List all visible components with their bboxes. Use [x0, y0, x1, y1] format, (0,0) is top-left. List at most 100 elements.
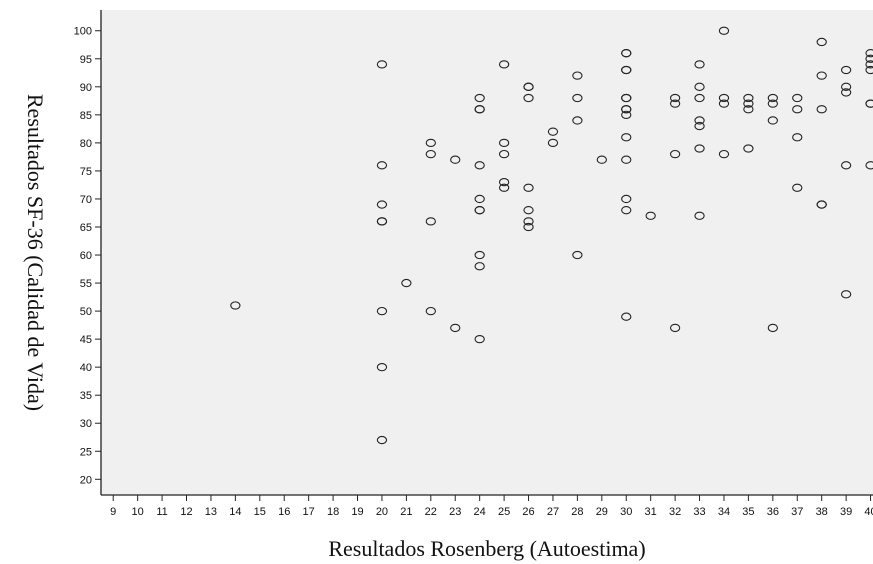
data-point: [621, 155, 632, 164]
data-point: [474, 334, 485, 344]
data-point: [572, 71, 583, 80]
data-point: [767, 323, 778, 333]
data-point: [718, 26, 730, 35]
data-point: [621, 105, 632, 114]
data-point: [694, 121, 705, 131]
data-point: [596, 155, 607, 164]
y-tick-label: 30: [80, 418, 92, 430]
data-point: [816, 200, 827, 209]
y-tick-label: 40: [80, 362, 92, 374]
data-point: [767, 116, 778, 125]
data-point: [840, 290, 852, 299]
data-point: [718, 99, 730, 108]
data-point: [547, 138, 559, 148]
data-point: [474, 93, 485, 103]
data-point: [425, 217, 436, 226]
data-point: [694, 211, 705, 220]
data-point: [572, 250, 583, 260]
data-point: [621, 93, 632, 103]
data-point: [230, 301, 241, 310]
plot-area: [101, 10, 873, 495]
data-point: [792, 183, 803, 192]
x-tick-label: 27: [547, 506, 559, 518]
data-point: [743, 93, 754, 103]
data-point: [621, 133, 632, 142]
y-axis-title: Resultados SF-36 (Calidad de Vida): [23, 94, 48, 411]
data-point: [621, 110, 632, 119]
x-tick-label: 29: [596, 506, 608, 518]
x-tick-label: 30: [620, 506, 632, 518]
data-point: [669, 149, 681, 159]
x-tick-label: 14: [229, 506, 241, 518]
data-point: [376, 217, 388, 226]
data-point: [547, 127, 559, 136]
data-point: [865, 99, 873, 108]
data-point: [621, 194, 632, 204]
y-tick-label: 50: [80, 306, 92, 318]
x-tick-label: 15: [254, 506, 266, 518]
data-point: [376, 60, 388, 69]
x-tick-label: 33: [693, 506, 705, 518]
x-tick-label: 13: [205, 506, 217, 518]
x-tick-label: 25: [498, 506, 510, 518]
data-point: [474, 194, 485, 204]
data-point: [743, 105, 754, 114]
y-tick-label: 70: [80, 194, 92, 206]
x-tick-label: 16: [278, 506, 290, 518]
data-point: [645, 211, 656, 220]
x-tick-label: 39: [840, 506, 852, 518]
data-point: [816, 105, 827, 114]
data-point: [401, 278, 412, 288]
y-tick-label: 65: [80, 222, 92, 234]
data-point: [523, 82, 534, 91]
data-point: [376, 306, 388, 316]
x-tick-label: 37: [791, 506, 803, 518]
data-point: [694, 144, 705, 153]
data-point: [816, 37, 827, 47]
data-point: [498, 183, 510, 192]
data-point: [498, 60, 510, 69]
y-tick-label: 45: [80, 334, 92, 346]
data-point: [523, 206, 534, 215]
x-tick-label: 21: [400, 506, 412, 518]
axis-ticks: 20 25 30 35 40 45 50 55 60 65 70 75 80 85 90 95 100 9 10 11…: [74, 26, 873, 518]
y-tick-label: 75: [80, 166, 92, 178]
x-tick-label: 35: [742, 506, 754, 518]
data-point: [718, 93, 730, 103]
y-tick-label: 55: [80, 278, 92, 290]
data-point: [743, 144, 754, 153]
x-tick-label: 24: [474, 506, 486, 518]
data-point: [840, 82, 852, 91]
data-point: [767, 99, 778, 108]
x-tick-label: 40: [864, 506, 873, 518]
data-point: [694, 60, 705, 69]
data-point: [425, 149, 436, 159]
data-point: [792, 93, 803, 103]
data-point: [523, 222, 534, 232]
x-tick-label: 34: [718, 506, 730, 518]
data-point: [376, 435, 388, 445]
data-point: [865, 54, 873, 63]
data-point: [450, 155, 461, 164]
x-tick-label: 28: [571, 506, 583, 518]
data-point: [816, 71, 827, 80]
data-point: [694, 116, 705, 125]
x-tick-label: 11: [156, 506, 167, 518]
data-point: [718, 149, 730, 159]
data-point: [694, 93, 705, 103]
y-tick-label: 20: [80, 474, 92, 486]
x-tick-label: 17: [303, 506, 315, 518]
x-tick-label: 18: [327, 506, 339, 518]
y-tick-label: 80: [80, 138, 92, 150]
data-point: [376, 200, 388, 209]
data-point: [669, 99, 681, 108]
x-tick-label: 36: [767, 506, 779, 518]
x-tick-label: 26: [522, 506, 534, 518]
data-point: [376, 161, 388, 170]
x-tick-label: 19: [351, 506, 363, 518]
data-point: [498, 149, 510, 159]
y-tick-label: 100: [74, 26, 92, 38]
data-point: [572, 93, 583, 103]
data-point: [865, 65, 873, 75]
